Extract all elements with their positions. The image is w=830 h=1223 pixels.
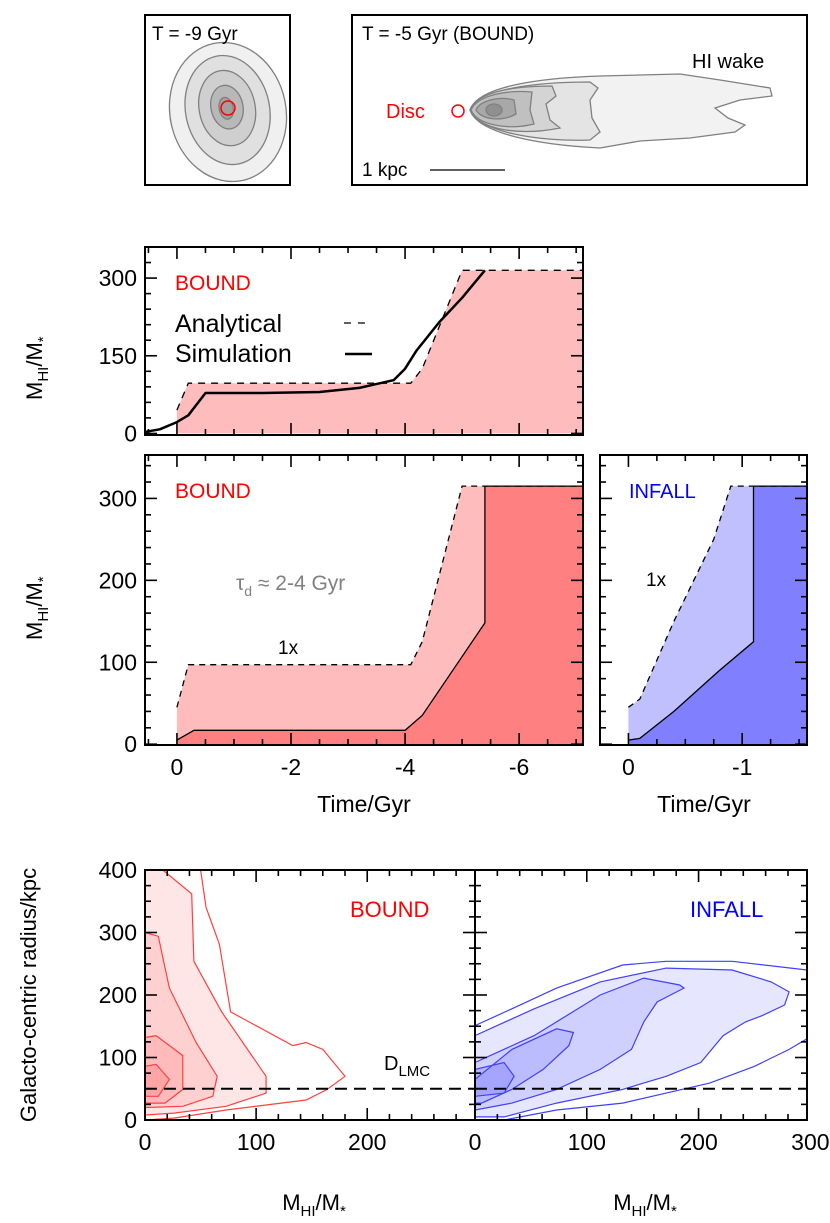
contour-line-level-5 [145, 1063, 171, 1097]
contour-line-level-4 [475, 1028, 575, 1104]
contour-line-level-3 [145, 931, 218, 1109]
axes-frame [144, 454, 584, 746]
decay-time-annotation: τd ≈ 2-4 Gyr [236, 572, 345, 599]
y-tick-label: 200 [99, 567, 137, 593]
contour-fill-level-4 [475, 1028, 574, 1104]
x-tick-label: 0 [139, 1129, 152, 1155]
contour-line-level-5 [475, 1061, 515, 1097]
y-tick-label: 100 [99, 1045, 137, 1071]
y-tick-label: 300 [99, 485, 137, 511]
y-tick-label: 300 [99, 265, 137, 291]
disc-label: Disc [386, 101, 425, 123]
x-axis-label-infall-time: Time/Gyr [657, 791, 751, 817]
y-tick-label: 200 [99, 982, 137, 1008]
panel-label-infall: INFALL [690, 897, 763, 922]
area-fill-10x [176, 486, 583, 745]
legend-simulation-label: Simulation [175, 340, 292, 368]
series-label-1x: 1x [278, 638, 299, 659]
contour-line-level-2 [145, 870, 267, 1116]
x-tick-label: -2 [281, 754, 301, 780]
x-tick-label: -4 [395, 754, 416, 780]
snapshot-t5: T = -5 Gyr (BOUND) HI wake Disc 1 kpc [351, 14, 808, 186]
y-tick-label: 0 [124, 420, 137, 446]
x-tick-label: 0 [171, 754, 184, 780]
x-tick-label: 100 [237, 1129, 275, 1155]
hi-density-contours [168, 41, 288, 183]
panel-simulation-vs-analytical: 0 150 300 [99, 246, 584, 446]
y-tick-label: 0 [124, 1107, 137, 1133]
x-axis-label-bound-time: Time/Gyr [317, 791, 411, 817]
series-line-1x [176, 485, 583, 708]
contour-fill-level-3 [475, 978, 684, 1110]
x-axis-label-bound-ratio: MHI/M* [282, 1190, 346, 1220]
panel-bound-radius: 0 100 200 0 100 200 300 400 [99, 857, 476, 1155]
series-line-10x [628, 485, 807, 741]
contour-fill-level-2 [475, 968, 790, 1117]
x-tick-label: 200 [348, 1129, 386, 1155]
y-axis-label-radius: Galacto-centric radius/kpc [16, 868, 41, 1122]
y-tick-label: 400 [99, 857, 137, 883]
y-tick-label: 300 [99, 920, 137, 946]
wake-label: HI wake [692, 51, 764, 73]
contour-fill-level-2 [145, 870, 267, 1115]
y-tick-label: 0 [124, 731, 137, 757]
y-axis-label-middle: MHI/M* [22, 576, 52, 640]
disc-marker-icon [451, 104, 465, 118]
scale-bar-label: 1 kpc [362, 160, 407, 181]
x-tick-label: 100 [568, 1129, 606, 1155]
contour-line-level-1 [475, 960, 807, 1120]
plot-area [145, 269, 583, 434]
panel-infall-stripping: 0 -1 [599, 454, 808, 780]
panel-label-bound: BOUND [350, 897, 429, 922]
snapshot-title: T = -9 Gyr [152, 24, 238, 45]
panel-label-bound: BOUND [175, 480, 251, 503]
x-axis-label-infall-ratio: MHI/M* [613, 1190, 677, 1220]
plot-area [475, 960, 807, 1120]
contour-fill-level-4 [145, 1035, 183, 1104]
plot-area [176, 485, 583, 745]
x-tick-label: 0 [622, 754, 635, 780]
x-tick-label: -6 [509, 754, 529, 780]
panel-label-bound: BOUND [175, 272, 251, 295]
x-tick-label: 300 [791, 1129, 829, 1155]
panel-label-infall: INFALL [629, 481, 696, 503]
snapshot-title: T = -5 Gyr (BOUND) [362, 24, 534, 45]
area-fill-10x [628, 486, 807, 745]
x-tick-label: 0 [469, 1129, 482, 1155]
contour-line-level-4 [145, 1034, 184, 1104]
snapshot-t9: T = -9 Gyr [144, 14, 291, 186]
contour-line-level-2 [475, 967, 790, 1118]
y-axis-label-top: MHI/M* [22, 336, 52, 400]
series-line-10x [176, 485, 583, 741]
axes-frame [599, 454, 808, 746]
x-tick-label: -1 [732, 754, 752, 780]
y-tick-label: 150 [99, 343, 137, 369]
legend-analytical-label: Analytical [175, 310, 282, 338]
dlmc-label: DLMC [384, 1053, 430, 1080]
plot-area [628, 485, 807, 745]
x-tick-label: 200 [679, 1129, 717, 1155]
hi-wake-contours [469, 73, 773, 149]
disc-marker-icon [220, 100, 236, 116]
panel-bound-stripping: 0 -2 -4 -6 0 100 200 300 [99, 454, 584, 780]
contour-fill-level-3 [145, 932, 218, 1108]
panel-infall-radius: 0 100 200 300 [469, 869, 830, 1155]
series-label-1x: 1x [646, 570, 667, 591]
series-line-analytical [176, 269, 583, 411]
contour-line-level-1 [145, 870, 346, 1120]
series-line-simulation [145, 269, 486, 434]
y-tick-label: 100 [99, 649, 137, 675]
plot-area [145, 870, 475, 1120]
series-line-1x [628, 485, 807, 708]
